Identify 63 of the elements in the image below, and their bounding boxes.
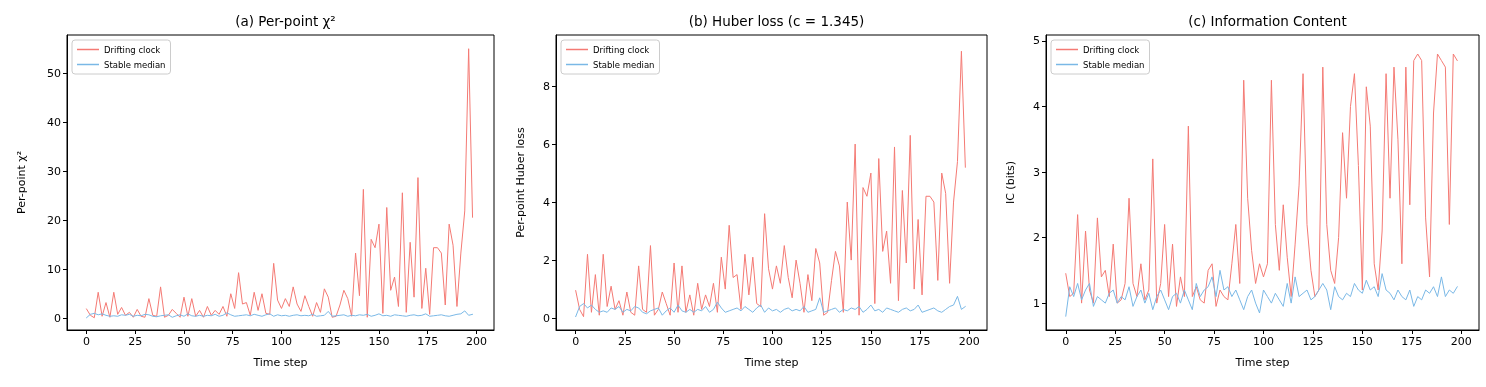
line-series (86, 48, 474, 319)
x-tick-label: 150 (860, 335, 882, 348)
y-tick-label: 3 (1033, 165, 1040, 179)
legend-label: Drifting clock (104, 44, 161, 55)
y-tick-label: 0 (543, 311, 550, 325)
legend-label: Stable median (104, 59, 166, 70)
y-tick-label: 30 (47, 164, 61, 178)
chart-title: (a) Per-point χ² (235, 13, 336, 29)
line-series (1065, 53, 1458, 307)
x-tick-label: 100 (270, 335, 292, 348)
x-tick-label: 125 (319, 335, 341, 348)
x-tick-label: 75 (716, 335, 731, 348)
y-tick-label: 2 (1033, 231, 1040, 245)
y-tick-label: 2 (543, 253, 550, 267)
y-tick-label: 8 (543, 79, 550, 93)
x-tick-label: 50 (176, 335, 191, 348)
y-tick-label: 5 (1033, 34, 1040, 48)
y-tick-label: 20 (47, 213, 61, 227)
x-tick-label: 100 (1252, 335, 1274, 348)
legend-label: Stable median (593, 59, 655, 70)
y-axis-title: IC (bits) (1004, 160, 1017, 205)
legend-label: Stable median (1083, 59, 1145, 70)
legend-label: Drifting clock (593, 44, 650, 55)
x-tick-label: 50 (667, 335, 682, 348)
x-tick-label: 0 (572, 335, 580, 348)
chart-title: (c) Information Content (1188, 13, 1347, 29)
x-tick-label: 175 (417, 335, 439, 348)
x-tick-label: 50 (1157, 335, 1172, 348)
line-series (575, 295, 966, 318)
x-axis-title: Time step (252, 356, 308, 369)
y-tick-label: 40 (47, 115, 61, 129)
x-tick-label: 25 (617, 335, 632, 348)
x-tick-label: 75 (225, 335, 240, 348)
x-tick-label: 150 (368, 335, 390, 348)
x-axis-title: Time step (743, 356, 799, 369)
x-axis-title: Time step (1234, 356, 1290, 369)
x-tick-label: 200 (1450, 335, 1472, 348)
x-tick-label: 125 (1302, 335, 1324, 348)
line-series (1065, 269, 1458, 317)
x-tick-label: 25 (128, 335, 143, 348)
y-tick-label: 0 (54, 311, 61, 325)
y-tick-label: 1 (1033, 296, 1040, 310)
x-tick-label: 150 (1351, 335, 1373, 348)
x-tick-label: 0 (1062, 335, 1070, 348)
y-tick-label: 10 (47, 262, 61, 276)
y-tick-label: 6 (543, 137, 550, 151)
legend-label: Drifting clock (1083, 44, 1140, 55)
line-series (86, 310, 474, 319)
x-tick-label: 0 (83, 335, 90, 348)
x-tick-label: 200 (958, 335, 980, 348)
x-tick-label: 75 (1207, 335, 1222, 348)
x-tick-label: 100 (761, 335, 783, 348)
x-tick-label: 175 (909, 335, 931, 348)
x-tick-label: 25 (1108, 335, 1123, 348)
chart-title: (b) Huber loss (c = 1.345) (688, 13, 865, 29)
y-tick-label: 4 (543, 195, 550, 209)
x-tick-label: 200 (465, 335, 487, 348)
y-tick-label: 4 (1033, 99, 1040, 113)
y-tick-label: 50 (47, 66, 61, 80)
y-axis-title: Per-point Huber loss (514, 126, 527, 238)
x-tick-label: 175 (1401, 335, 1423, 348)
x-tick-label: 125 (811, 335, 833, 348)
y-axis-title: Per-point χ² (15, 150, 28, 215)
